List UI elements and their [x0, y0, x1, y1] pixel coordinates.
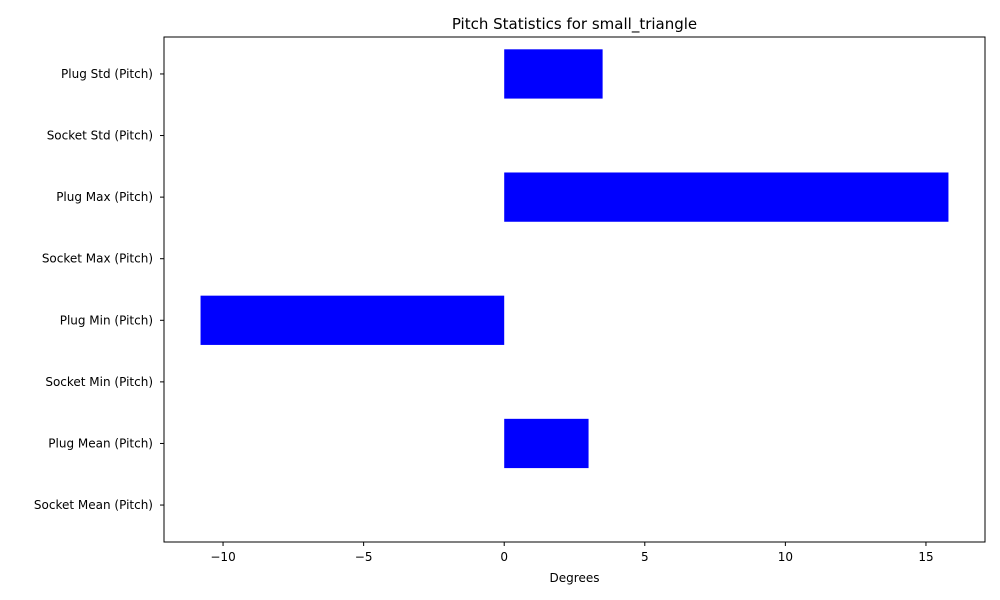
y-axis: Socket Mean (Pitch) Plug Mean (Pitch) Sock…	[34, 67, 164, 512]
y-tick-label: Plug Min (Pitch)	[60, 313, 153, 327]
plot-frame	[163, 36, 986, 543]
chart-title: Pitch Statistics for small_triangle	[452, 15, 697, 34]
x-tick-label: −10	[210, 550, 235, 564]
y-tick-label: Socket Std (Pitch)	[47, 129, 153, 143]
x-tick-label: 0	[500, 550, 508, 564]
bar-plug-mean-pitch	[504, 418, 589, 469]
y-tick-label: Socket Max (Pitch)	[42, 252, 153, 266]
x-axis: −10 −5 0 5 10 15	[210, 542, 934, 564]
x-tick-label: −5	[355, 550, 373, 564]
y-tick-label: Plug Mean (Pitch)	[48, 436, 153, 450]
x-tick-label: 5	[641, 550, 649, 564]
x-axis-label: Degrees	[550, 571, 600, 585]
bar-plug-max-pitch	[504, 172, 949, 222]
bars-group	[200, 49, 949, 469]
bar-plug-std-pitch	[504, 49, 603, 99]
y-tick-label: Socket Min (Pitch)	[45, 375, 153, 389]
y-tick-label: Socket Mean (Pitch)	[34, 498, 153, 512]
x-tick-label: 10	[778, 550, 793, 564]
bar-plug-min-pitch	[200, 295, 505, 345]
y-tick-label: Plug Max (Pitch)	[56, 190, 153, 204]
y-tick-label: Plug Std (Pitch)	[61, 67, 153, 81]
x-tick-label: 15	[918, 550, 933, 564]
